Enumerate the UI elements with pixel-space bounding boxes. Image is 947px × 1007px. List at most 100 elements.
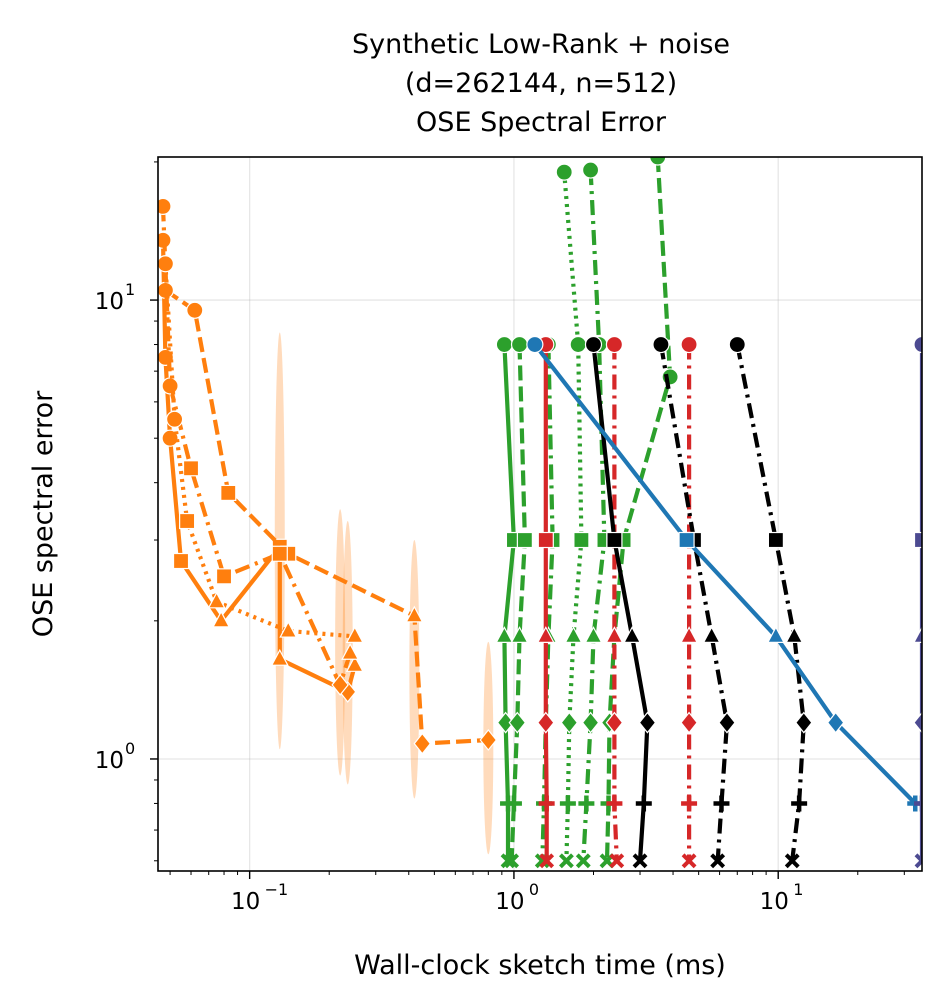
data-point-plus	[538, 795, 555, 812]
data-point-x	[632, 853, 648, 869]
data-point-diamond	[537, 711, 555, 734]
data-point-square	[172, 552, 190, 570]
series-path	[502, 344, 517, 861]
series-path	[163, 263, 355, 639]
series-path	[591, 344, 650, 861]
series-line	[536, 335, 555, 869]
series-line	[584, 335, 657, 869]
data-point-circle	[581, 161, 600, 179]
x-tick-label: 10	[231, 889, 260, 915]
series-line	[158, 255, 364, 643]
data-point-triangle	[766, 626, 785, 643]
series-path	[581, 169, 607, 861]
data-point-diamond	[826, 711, 845, 734]
data-point-x	[504, 853, 520, 869]
data-point-x	[784, 853, 800, 869]
data-point-diamond	[605, 711, 624, 734]
data-point-circle	[555, 163, 573, 181]
data-point-triangle	[680, 626, 699, 643]
series-line	[158, 197, 360, 696]
data-point-circle	[913, 335, 922, 354]
data-point-x	[681, 853, 697, 869]
data-point-square	[215, 568, 233, 585]
x-tick-exponent: 0	[529, 880, 539, 899]
data-point-x	[914, 853, 922, 869]
data-point-plus	[791, 795, 808, 812]
series	[158, 157, 922, 869]
data-point-triangle	[279, 620, 298, 638]
series-path	[160, 206, 353, 688]
data-point-square	[220, 484, 237, 502]
data-point-diamond	[479, 729, 498, 751]
data-point-triangle	[536, 626, 555, 643]
data-point-circle	[728, 335, 746, 354]
data-point-diamond	[413, 732, 432, 755]
data-point-square	[179, 512, 196, 530]
data-point-circle	[605, 335, 624, 354]
data-point-x	[575, 853, 591, 869]
data-point-circle	[158, 255, 175, 273]
series-line	[652, 335, 736, 869]
uncertainty-bands	[274, 332, 494, 855]
title-line-3: OSE Spectral Error	[416, 107, 667, 138]
uncertainty-band	[409, 540, 420, 799]
data-point-diamond	[508, 711, 527, 734]
data-point-square	[516, 531, 533, 549]
data-point-triangle	[345, 655, 364, 672]
data-point-circle	[652, 335, 670, 354]
data-point-triangle	[345, 626, 364, 643]
series-path	[562, 171, 584, 861]
chart-title: Synthetic Low-Rank + noise (d=262144, n=…	[352, 29, 730, 138]
data-point-x	[609, 853, 625, 869]
data-point-triangle	[270, 648, 289, 666]
x-tick-exponent: −1	[265, 880, 289, 899]
data-point-x	[539, 853, 555, 869]
y-tick-exponent: 1	[125, 280, 135, 299]
title-line-2: (d=262144, n=512)	[405, 68, 677, 99]
data-point-circle	[680, 335, 698, 354]
data-point-triangle	[623, 626, 642, 643]
data-point-triangle	[702, 626, 721, 643]
y-tick-exponent: 0	[125, 739, 135, 758]
data-point-square	[606, 531, 623, 549]
data-point-plus	[914, 795, 922, 812]
x-tick-label: 10	[760, 889, 789, 915]
data-point-diamond	[795, 711, 813, 734]
series-path	[658, 344, 730, 861]
data-point-circle	[161, 377, 179, 395]
data-point-plus	[578, 795, 595, 812]
data-point-plus	[681, 795, 698, 812]
data-point-x	[710, 853, 726, 869]
data-point-diamond	[560, 711, 579, 734]
y-tick-label: 10	[95, 748, 124, 774]
data-point-diamond	[331, 673, 349, 696]
data-point-plus	[505, 795, 522, 812]
data-point-plus	[635, 795, 652, 812]
data-point-diamond	[496, 711, 515, 734]
data-point-diamond	[680, 711, 698, 734]
data-point-triangle	[341, 642, 360, 660]
series-line	[680, 335, 699, 869]
data-point-square	[913, 531, 922, 549]
series-path	[164, 288, 489, 746]
x-tick-exponent: 1	[793, 880, 803, 899]
series-line	[575, 161, 613, 869]
data-point-square	[537, 531, 554, 549]
data-point-circle	[526, 335, 544, 354]
data-point-circle	[584, 335, 603, 354]
data-point-circle	[186, 301, 204, 319]
data-point-square	[271, 545, 288, 562]
series-line	[504, 335, 533, 869]
series-line	[555, 163, 590, 869]
y-tick-label: 10	[95, 289, 124, 315]
data-point-triangle	[405, 605, 424, 623]
x-axis-label: Wall-clock sketch time (ms)	[354, 950, 726, 981]
ticks: 10 −1 10 0 10 110 010 1	[95, 161, 905, 915]
data-point-triangle	[913, 626, 922, 643]
series-path	[543, 344, 549, 861]
x-tick-label: 10	[495, 889, 524, 915]
grid	[158, 157, 922, 871]
data-point-circle	[510, 335, 529, 354]
series-path	[509, 344, 528, 861]
